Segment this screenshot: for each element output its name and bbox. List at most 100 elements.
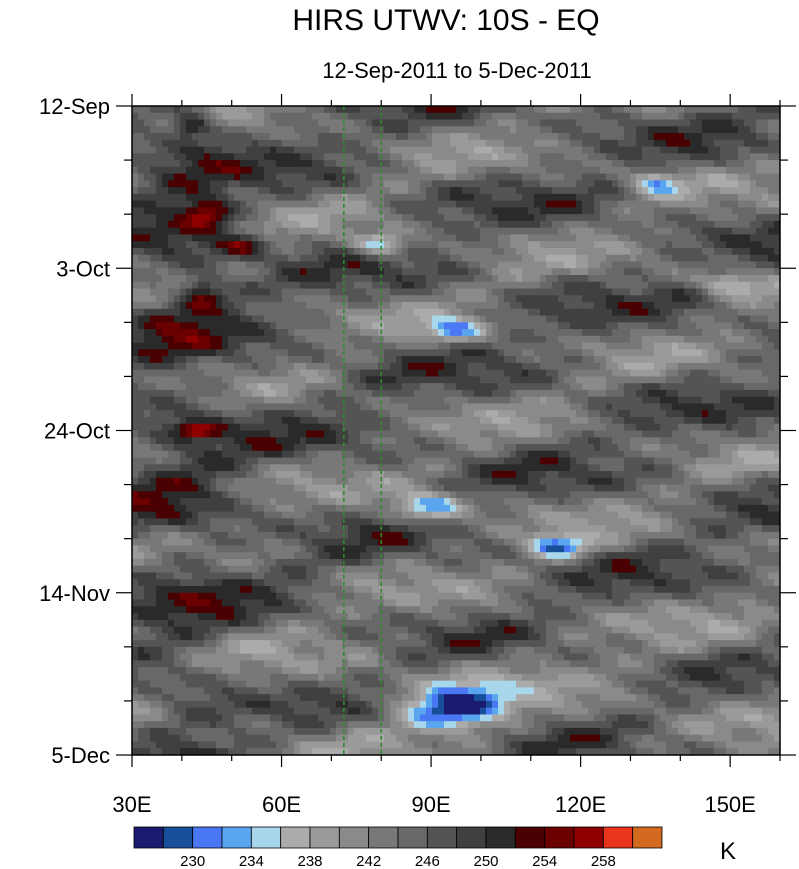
field-cell bbox=[534, 295, 541, 303]
field-cell bbox=[234, 349, 241, 357]
field-cell bbox=[264, 254, 271, 263]
field-cell bbox=[528, 247, 535, 256]
field-cell bbox=[210, 193, 217, 202]
field-cell bbox=[210, 362, 217, 371]
field-cell bbox=[558, 356, 565, 364]
field-cell bbox=[150, 187, 157, 195]
field-cell bbox=[738, 275, 745, 283]
field-cell bbox=[498, 403, 505, 411]
field-cell bbox=[522, 349, 529, 357]
field-cell bbox=[486, 227, 493, 236]
field-cell bbox=[744, 288, 751, 296]
field-cell bbox=[672, 187, 679, 195]
field-cell bbox=[240, 112, 247, 121]
field-cell bbox=[240, 234, 247, 242]
field-cell bbox=[570, 126, 577, 134]
field-cell bbox=[168, 166, 175, 175]
field-cell bbox=[510, 153, 517, 161]
field-cell bbox=[486, 396, 493, 405]
field-cell bbox=[306, 295, 313, 303]
field-cell bbox=[534, 288, 541, 296]
field-cell bbox=[756, 389, 763, 398]
field-cell bbox=[594, 322, 601, 330]
field-cell bbox=[564, 295, 571, 303]
field-cell bbox=[534, 119, 541, 127]
field-cell bbox=[504, 241, 511, 249]
field-cell bbox=[372, 295, 379, 303]
field-cell bbox=[258, 227, 265, 236]
field-cell bbox=[696, 119, 703, 127]
field-cell bbox=[600, 329, 607, 337]
field-cell bbox=[282, 410, 289, 418]
field-cell bbox=[588, 329, 595, 337]
field-cell bbox=[396, 200, 403, 209]
field-cell bbox=[576, 241, 583, 249]
field-cell bbox=[606, 383, 613, 391]
field-cell bbox=[582, 268, 589, 276]
field-cell bbox=[372, 315, 379, 323]
field-cell bbox=[150, 410, 157, 418]
field-cell bbox=[474, 288, 481, 296]
field-cell bbox=[216, 356, 223, 364]
field-cell bbox=[300, 119, 307, 127]
field-cell bbox=[378, 261, 385, 269]
field-cell bbox=[360, 410, 367, 418]
field-cell bbox=[144, 173, 151, 181]
field-cell bbox=[702, 335, 709, 344]
field-cell bbox=[576, 322, 583, 330]
field-cell bbox=[522, 329, 529, 337]
field-cell bbox=[432, 329, 439, 337]
field-cell bbox=[564, 335, 571, 344]
field-cell bbox=[762, 207, 769, 215]
field-cell bbox=[708, 329, 715, 337]
field-cell bbox=[198, 214, 205, 222]
field-cell bbox=[276, 106, 283, 114]
field-cell bbox=[492, 200, 499, 209]
field-cell bbox=[180, 153, 187, 161]
field-cell bbox=[390, 220, 397, 229]
field-cell bbox=[588, 214, 595, 222]
field-cell bbox=[768, 288, 775, 296]
field-cell bbox=[576, 254, 583, 263]
field-cell bbox=[168, 207, 175, 215]
field-cell bbox=[504, 214, 511, 222]
field-cell bbox=[414, 268, 421, 276]
field-cell bbox=[342, 322, 349, 330]
field-cell bbox=[438, 329, 445, 337]
field-cell bbox=[438, 227, 445, 236]
field-cell bbox=[534, 227, 541, 236]
field-cell bbox=[246, 349, 253, 357]
field-cell bbox=[738, 369, 745, 378]
field-cell bbox=[252, 227, 259, 236]
field-cell bbox=[702, 160, 709, 168]
field-cell bbox=[702, 383, 709, 391]
field-cell bbox=[234, 247, 241, 256]
field-cell bbox=[132, 383, 139, 391]
field-cell bbox=[360, 180, 367, 188]
field-cell bbox=[366, 106, 373, 114]
field-cell bbox=[774, 410, 780, 418]
field-cell bbox=[162, 166, 169, 175]
field-cell bbox=[504, 112, 511, 121]
field-cell bbox=[186, 410, 193, 418]
field-cell bbox=[522, 166, 529, 175]
field-cell bbox=[330, 193, 337, 202]
field-cell bbox=[336, 329, 343, 337]
field-cell bbox=[678, 234, 685, 242]
field-cell bbox=[270, 193, 277, 202]
field-cell bbox=[660, 227, 667, 236]
field-cell bbox=[294, 160, 301, 168]
field-cell bbox=[366, 241, 373, 249]
field-cell bbox=[474, 200, 481, 209]
field-cell bbox=[504, 322, 511, 330]
field-cell bbox=[144, 106, 151, 114]
field-cell bbox=[516, 376, 523, 384]
field-cell bbox=[366, 356, 373, 364]
field-cell bbox=[642, 112, 649, 121]
field-cell bbox=[678, 342, 685, 350]
field-cell bbox=[564, 254, 571, 263]
field-cell bbox=[648, 180, 655, 188]
field-cell bbox=[270, 220, 277, 229]
field-cell bbox=[528, 389, 535, 398]
field-cell bbox=[162, 288, 169, 296]
